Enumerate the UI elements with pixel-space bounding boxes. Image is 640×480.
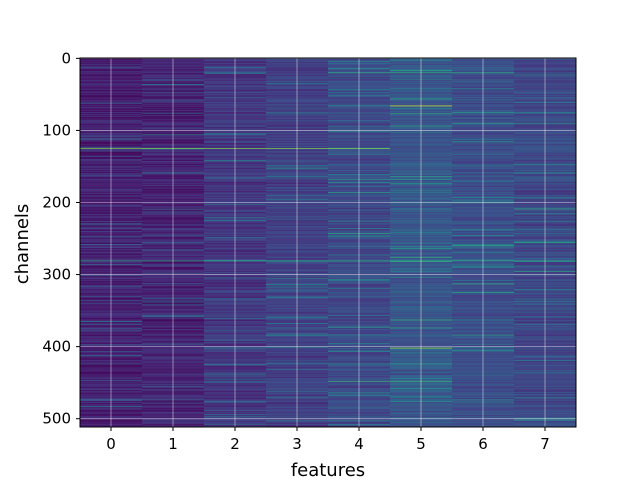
- x-tick-label: 2: [230, 435, 240, 453]
- x-tick-label: 6: [478, 435, 488, 453]
- x-tick-label: 7: [540, 435, 550, 453]
- y-tick-label: 500: [42, 410, 71, 428]
- x-axis-ticks: 0 1 2 3 4 5 6 7: [106, 427, 550, 453]
- x-tick-label: 1: [168, 435, 178, 453]
- heatmap-cells: [80, 58, 577, 428]
- plot-frame: [79, 57, 577, 428]
- x-tick-label: 4: [354, 435, 364, 453]
- y-axis-label: channels: [12, 204, 33, 285]
- x-tick-label: 5: [416, 435, 426, 453]
- x-axis-label: features: [291, 460, 365, 480]
- x-tick-label: 3: [292, 435, 302, 453]
- y-tick-label: 200: [42, 194, 71, 212]
- x-tick-label: 0: [106, 435, 116, 453]
- y-tick-label: 400: [42, 338, 71, 356]
- y-tick-label: 100: [42, 121, 71, 139]
- y-tick-label: 0: [61, 49, 71, 67]
- y-axis-ticks: 0 100 200 300 400 500: [42, 49, 80, 428]
- grid-lines: [80, 57, 576, 427]
- y-tick-label: 300: [42, 266, 71, 284]
